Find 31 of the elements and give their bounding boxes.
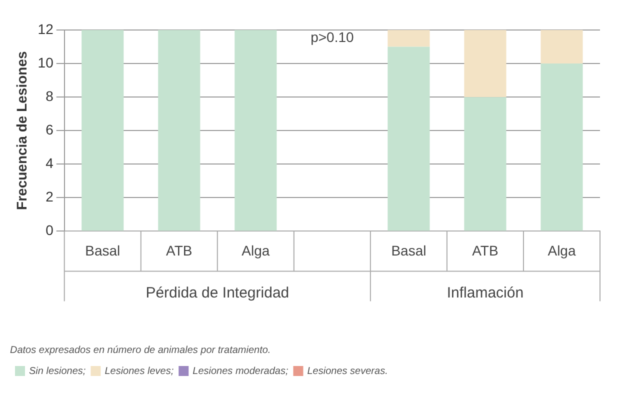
legend-label: Lesiones severas.	[307, 366, 388, 377]
text: Datos expresados en número de animales por tratamiento.	[10, 344, 271, 356]
y-tick-label: 10	[38, 54, 54, 70]
y-tick-label: 2	[46, 188, 54, 205]
y-tick-label: 8	[46, 88, 54, 104]
x-tick-label: Basal	[391, 242, 426, 258]
x-tick-label: Alga	[548, 242, 576, 258]
y-tick-label: 12	[38, 20, 54, 37]
bar	[388, 30, 430, 47]
x-tick-label: Basal	[85, 242, 120, 258]
legend-label: Lesiones moderadas;	[192, 366, 288, 377]
bar	[234, 30, 277, 231]
bar	[540, 64, 583, 231]
y-tick-label: 4	[46, 154, 54, 171]
annotation: p>0.10	[310, 28, 354, 45]
y-tick-label: 6	[46, 121, 54, 138]
bar	[464, 30, 506, 98]
text: Pérdida de Integridad	[146, 284, 290, 302]
x-tick-label: Alga	[242, 242, 270, 258]
bar	[158, 30, 200, 231]
legend-label: Sin lesiones;	[29, 366, 86, 377]
bar	[82, 30, 124, 231]
text: Inflamación	[446, 284, 524, 302]
bar	[464, 97, 506, 231]
x-tick-label: ATB	[166, 242, 192, 258]
legend-label: Lesiones leves;	[104, 366, 174, 377]
y-tick-label: 0	[46, 222, 54, 238]
bar	[388, 46, 430, 231]
bar	[540, 30, 583, 64]
x-tick-label: ATB	[472, 242, 498, 258]
y-axis-title: Frecuencia de Lesiones	[13, 51, 30, 210]
